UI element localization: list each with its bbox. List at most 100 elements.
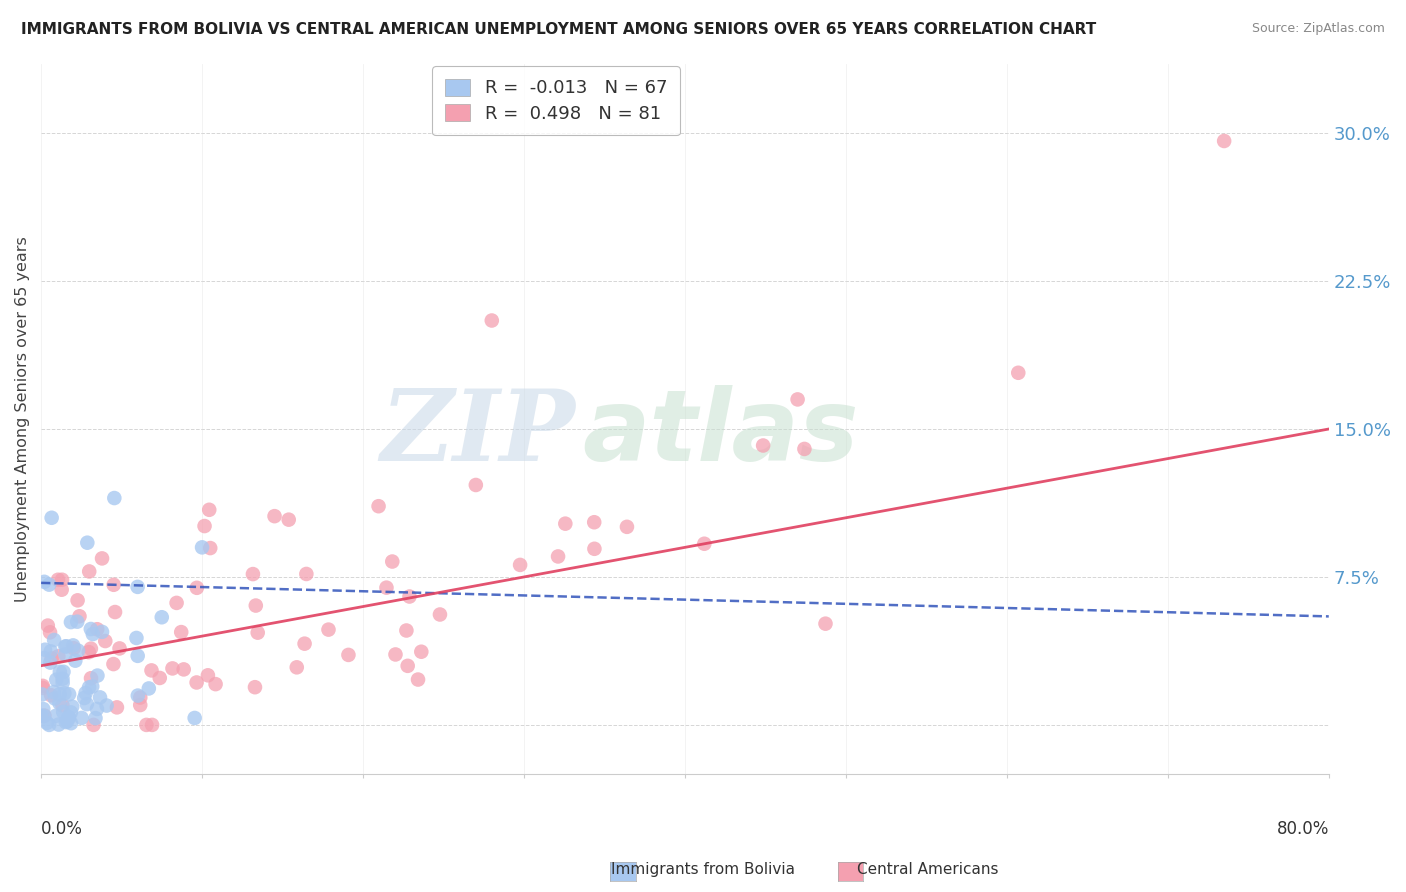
- Point: [170, 625, 193, 640]
- Point: [52, 705, 75, 719]
- Point: [752, 438, 775, 452]
- Point: [166, 596, 188, 610]
- Point: [94, 634, 117, 648]
- Point: [129, 690, 152, 705]
- Point: [77, 565, 100, 579]
- Point: [375, 581, 398, 595]
- Point: [243, 680, 266, 694]
- Point: [125, 631, 148, 645]
- Point: [583, 541, 606, 556]
- Point: [56, 714, 79, 729]
- Point: [39, 625, 62, 640]
- Point: [91, 551, 114, 566]
- Point: [793, 442, 815, 456]
- Point: [80, 671, 103, 685]
- Point: [31, 679, 53, 693]
- Legend: R =  -0.013   N = 67, R =  0.498   N = 81: R = -0.013 N = 67, R = 0.498 N = 81: [433, 66, 681, 136]
- Point: [60, 699, 83, 714]
- Point: [66, 615, 89, 629]
- Point: [83, 718, 105, 732]
- Point: [127, 648, 149, 663]
- Point: [51, 672, 73, 686]
- Point: [294, 637, 316, 651]
- Point: [96, 698, 118, 713]
- Point: [49, 665, 72, 679]
- Point: [31, 688, 53, 702]
- Point: [149, 671, 172, 685]
- Point: [69, 609, 91, 624]
- Point: [67, 643, 90, 657]
- Point: [429, 607, 451, 622]
- Point: [53, 640, 76, 654]
- Point: [46, 573, 69, 587]
- Point: [129, 698, 152, 712]
- Point: [193, 519, 215, 533]
- Point: [82, 627, 104, 641]
- Point: [42, 632, 65, 647]
- Point: [86, 702, 108, 716]
- Point: [186, 675, 208, 690]
- Point: [60, 716, 83, 731]
- Point: [814, 616, 837, 631]
- Point: [204, 677, 226, 691]
- Point: [367, 499, 389, 513]
- Point: [138, 681, 160, 696]
- Point: [52, 675, 75, 690]
- Text: ZIP: ZIP: [381, 385, 575, 482]
- Point: [48, 717, 70, 731]
- Y-axis label: Unemployment Among Seniors over 65 years: Unemployment Among Seniors over 65 years: [15, 236, 30, 602]
- Point: [318, 623, 340, 637]
- Point: [547, 549, 569, 564]
- Point: [31, 681, 53, 695]
- Point: [242, 567, 264, 582]
- Point: [108, 641, 131, 656]
- Point: [80, 641, 103, 656]
- Point: [38, 718, 60, 732]
- Point: [127, 689, 149, 703]
- Point: [104, 605, 127, 619]
- Point: [162, 661, 184, 675]
- Point: [51, 582, 73, 597]
- Point: [191, 541, 214, 555]
- Point: [141, 718, 163, 732]
- Point: [127, 580, 149, 594]
- Point: [70, 711, 93, 725]
- Point: [53, 686, 76, 700]
- Point: [58, 710, 80, 724]
- Point: [34, 708, 56, 723]
- Point: [786, 392, 808, 407]
- Point: [62, 639, 84, 653]
- Point: [55, 715, 77, 730]
- Point: [141, 664, 163, 678]
- Point: [295, 566, 318, 581]
- Point: [616, 520, 638, 534]
- Point: [406, 673, 429, 687]
- Point: [77, 681, 100, 695]
- Point: [48, 696, 70, 710]
- Point: [411, 645, 433, 659]
- Point: [263, 509, 285, 524]
- Point: [337, 648, 360, 662]
- Point: [173, 662, 195, 676]
- Point: [583, 515, 606, 529]
- Point: [200, 541, 222, 555]
- Point: [398, 590, 420, 604]
- Point: [39, 688, 62, 702]
- Point: [42, 685, 65, 699]
- Text: atlas: atlas: [582, 384, 859, 482]
- Text: 0.0%: 0.0%: [41, 821, 83, 838]
- Point: [41, 510, 63, 524]
- Point: [73, 691, 96, 706]
- Point: [89, 690, 111, 705]
- Point: [246, 625, 269, 640]
- Point: [38, 577, 60, 591]
- Point: [396, 658, 419, 673]
- Point: [37, 618, 59, 632]
- Point: [32, 709, 55, 723]
- Point: [59, 615, 82, 629]
- Point: [58, 687, 80, 701]
- Text: 80.0%: 80.0%: [1277, 821, 1329, 838]
- Point: [44, 691, 66, 706]
- Point: [39, 644, 62, 658]
- Point: [103, 491, 125, 505]
